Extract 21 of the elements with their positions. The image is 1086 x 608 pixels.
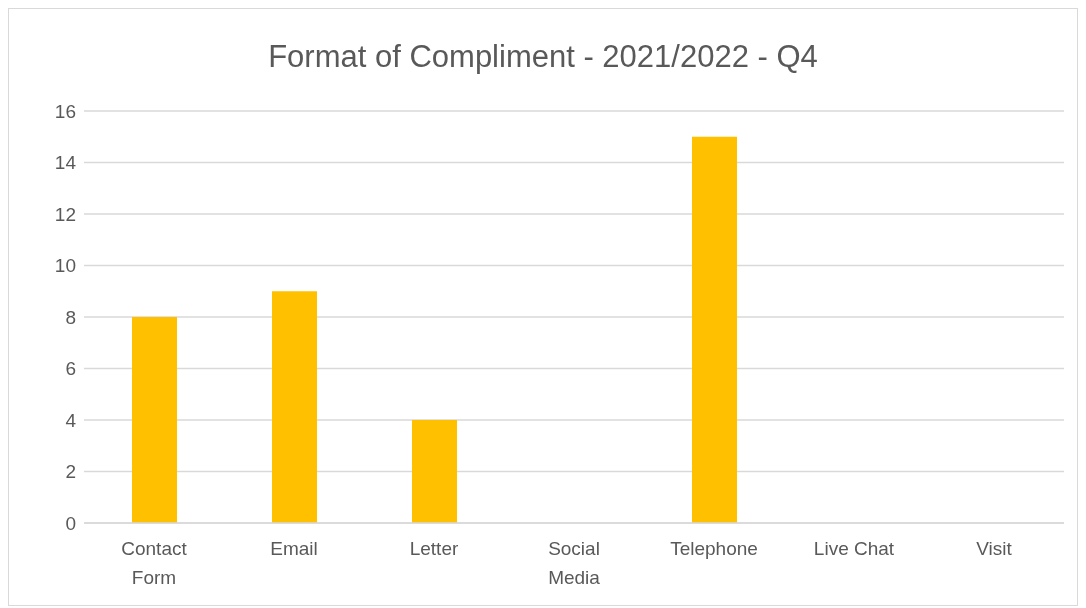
x-tick-label: Email — [270, 538, 318, 559]
y-tick-label: 6 — [65, 358, 76, 380]
y-tick-label: 14 — [54, 152, 77, 174]
y-tick-label: 2 — [65, 461, 76, 483]
y-tick-label: 4 — [65, 409, 77, 431]
x-tick-label: Letter — [409, 538, 459, 559]
bar — [412, 420, 457, 523]
y-tick-label: 16 — [54, 100, 76, 122]
bar — [692, 136, 737, 523]
x-tick-label: Visit — [976, 538, 1013, 559]
bar — [132, 317, 177, 523]
x-tick-label: Live Chat — [813, 538, 895, 559]
x-tick-label: Telephone — [670, 538, 758, 559]
y-tick-label: 0 — [65, 512, 76, 534]
x-tick-label: Contact Form — [121, 538, 188, 588]
y-tick-label: 10 — [54, 255, 76, 277]
bar — [272, 291, 317, 523]
y-tick-label: 8 — [65, 306, 76, 328]
chart-title: Format of Compliment - 2021/2022 - Q4 — [267, 38, 819, 76]
y-tick-label: 12 — [54, 203, 76, 225]
x-tick-label: Social Media — [548, 538, 601, 588]
